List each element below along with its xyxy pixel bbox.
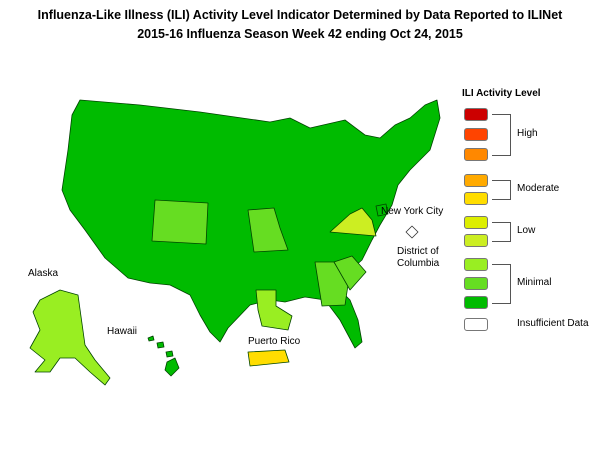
state-alaska <box>29 289 111 386</box>
state-louisiana <box>255 289 293 331</box>
legend-label-low: Low <box>517 225 536 236</box>
legend-swatch-level-0 <box>464 318 488 331</box>
legend-title: ILI Activity Level <box>462 88 541 99</box>
dc-marker <box>405 225 419 239</box>
legend-swatch-level-1 <box>464 296 488 309</box>
legend-label-high: High <box>517 128 538 139</box>
legend-swatch-level-2 <box>464 277 488 290</box>
label-hawaii: Hawaii <box>107 326 138 337</box>
legend-bracket-high <box>492 114 511 156</box>
legend-swatch-level-3 <box>464 258 488 271</box>
legend-swatch-level-10 <box>464 108 488 121</box>
state-colorado <box>151 199 209 245</box>
state-south-carolina <box>333 255 367 291</box>
label-dc-line2: Columbia <box>397 258 440 269</box>
legend-swatch-level-4 <box>464 234 488 247</box>
legend-swatch-level-7 <box>464 174 488 187</box>
label-new-york-city: New York City <box>381 206 444 217</box>
territory-puerto-rico <box>247 349 290 367</box>
legend-label-minimal: Minimal <box>517 277 552 288</box>
state-missouri <box>247 207 289 253</box>
legend-bracket-low <box>492 222 511 242</box>
state-hawaii <box>147 335 155 342</box>
label-alaska: Alaska <box>28 268 59 279</box>
state-georgia <box>314 261 349 307</box>
legend-bracket-moderate <box>492 180 511 200</box>
label-puerto-rico: Puerto Rico <box>248 336 301 347</box>
state-hawaii <box>164 357 180 377</box>
legend-swatch-level-9 <box>464 128 488 141</box>
state-hawaii <box>156 341 165 349</box>
new-york-city-marker <box>375 203 389 217</box>
legend-swatch-level-6 <box>464 192 488 205</box>
map-subtitle: 2015-16 Influenza Season Week 42 ending … <box>137 27 463 41</box>
legend-label-insufficient: Insufficient Data <box>517 318 589 329</box>
map-title: Influenza-Like Illness (ILI) Activity Le… <box>37 8 563 22</box>
state-hawaii <box>165 350 174 358</box>
legend-bracket-minimal <box>492 264 511 304</box>
legend-label-moderate: Moderate <box>517 183 560 194</box>
legend-swatch-level-8 <box>464 148 488 161</box>
legend-swatch-level-5 <box>464 216 488 229</box>
state-virginia <box>329 207 377 237</box>
label-dc-line1: District of <box>397 246 439 257</box>
